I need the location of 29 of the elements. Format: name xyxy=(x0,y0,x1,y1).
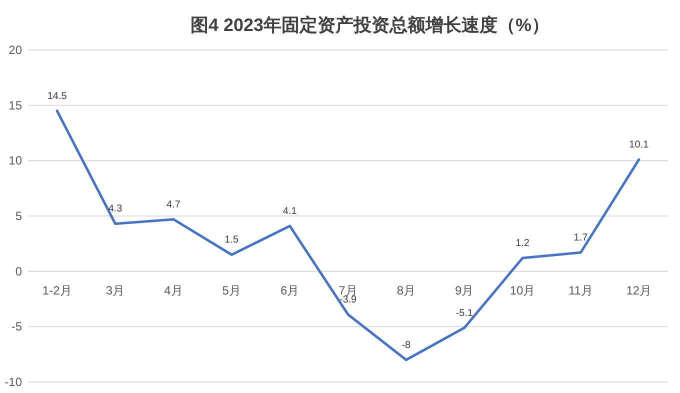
data-label: 4.3 xyxy=(108,204,123,215)
x-tick-label: 8月 xyxy=(396,283,416,298)
y-tick-label: 20 xyxy=(8,43,22,57)
x-tick-label: 1-2月 xyxy=(42,283,72,298)
y-tick-label: 15 xyxy=(8,98,22,112)
x-tick-label: 12月 xyxy=(626,283,652,298)
y-tick-label: 5 xyxy=(15,209,22,223)
data-label: 4.1 xyxy=(282,206,298,217)
data-label: -3.9 xyxy=(339,294,358,306)
data-label: 1.7 xyxy=(574,232,588,244)
x-tick-label: 3月 xyxy=(106,283,125,298)
x-tick-label: 11月 xyxy=(568,283,593,298)
y-tick-label: -10 xyxy=(4,375,22,389)
data-label: 4.7 xyxy=(166,199,181,210)
x-tick-label: 9月 xyxy=(455,283,474,298)
y-tick-label: -5 xyxy=(11,320,22,334)
chart-title: 图4 2023年固定资产投资总额增长速度（%） xyxy=(190,15,550,35)
y-tick-label: 10 xyxy=(8,154,22,168)
data-label: -8 xyxy=(402,340,412,351)
x-tick-label: 4月 xyxy=(164,283,183,298)
data-label: -5.1 xyxy=(456,308,474,319)
x-tick-label: 5月 xyxy=(222,283,241,298)
x-tick-label: 6月 xyxy=(280,283,300,298)
data-label: 10.1 xyxy=(629,140,650,151)
x-tick-label: 10月 xyxy=(510,283,536,298)
data-label: 1.5 xyxy=(224,234,240,246)
data-label: 14.5 xyxy=(47,90,68,102)
y-tick-label: 0 xyxy=(15,264,22,278)
data-label: 1.2 xyxy=(516,238,530,250)
